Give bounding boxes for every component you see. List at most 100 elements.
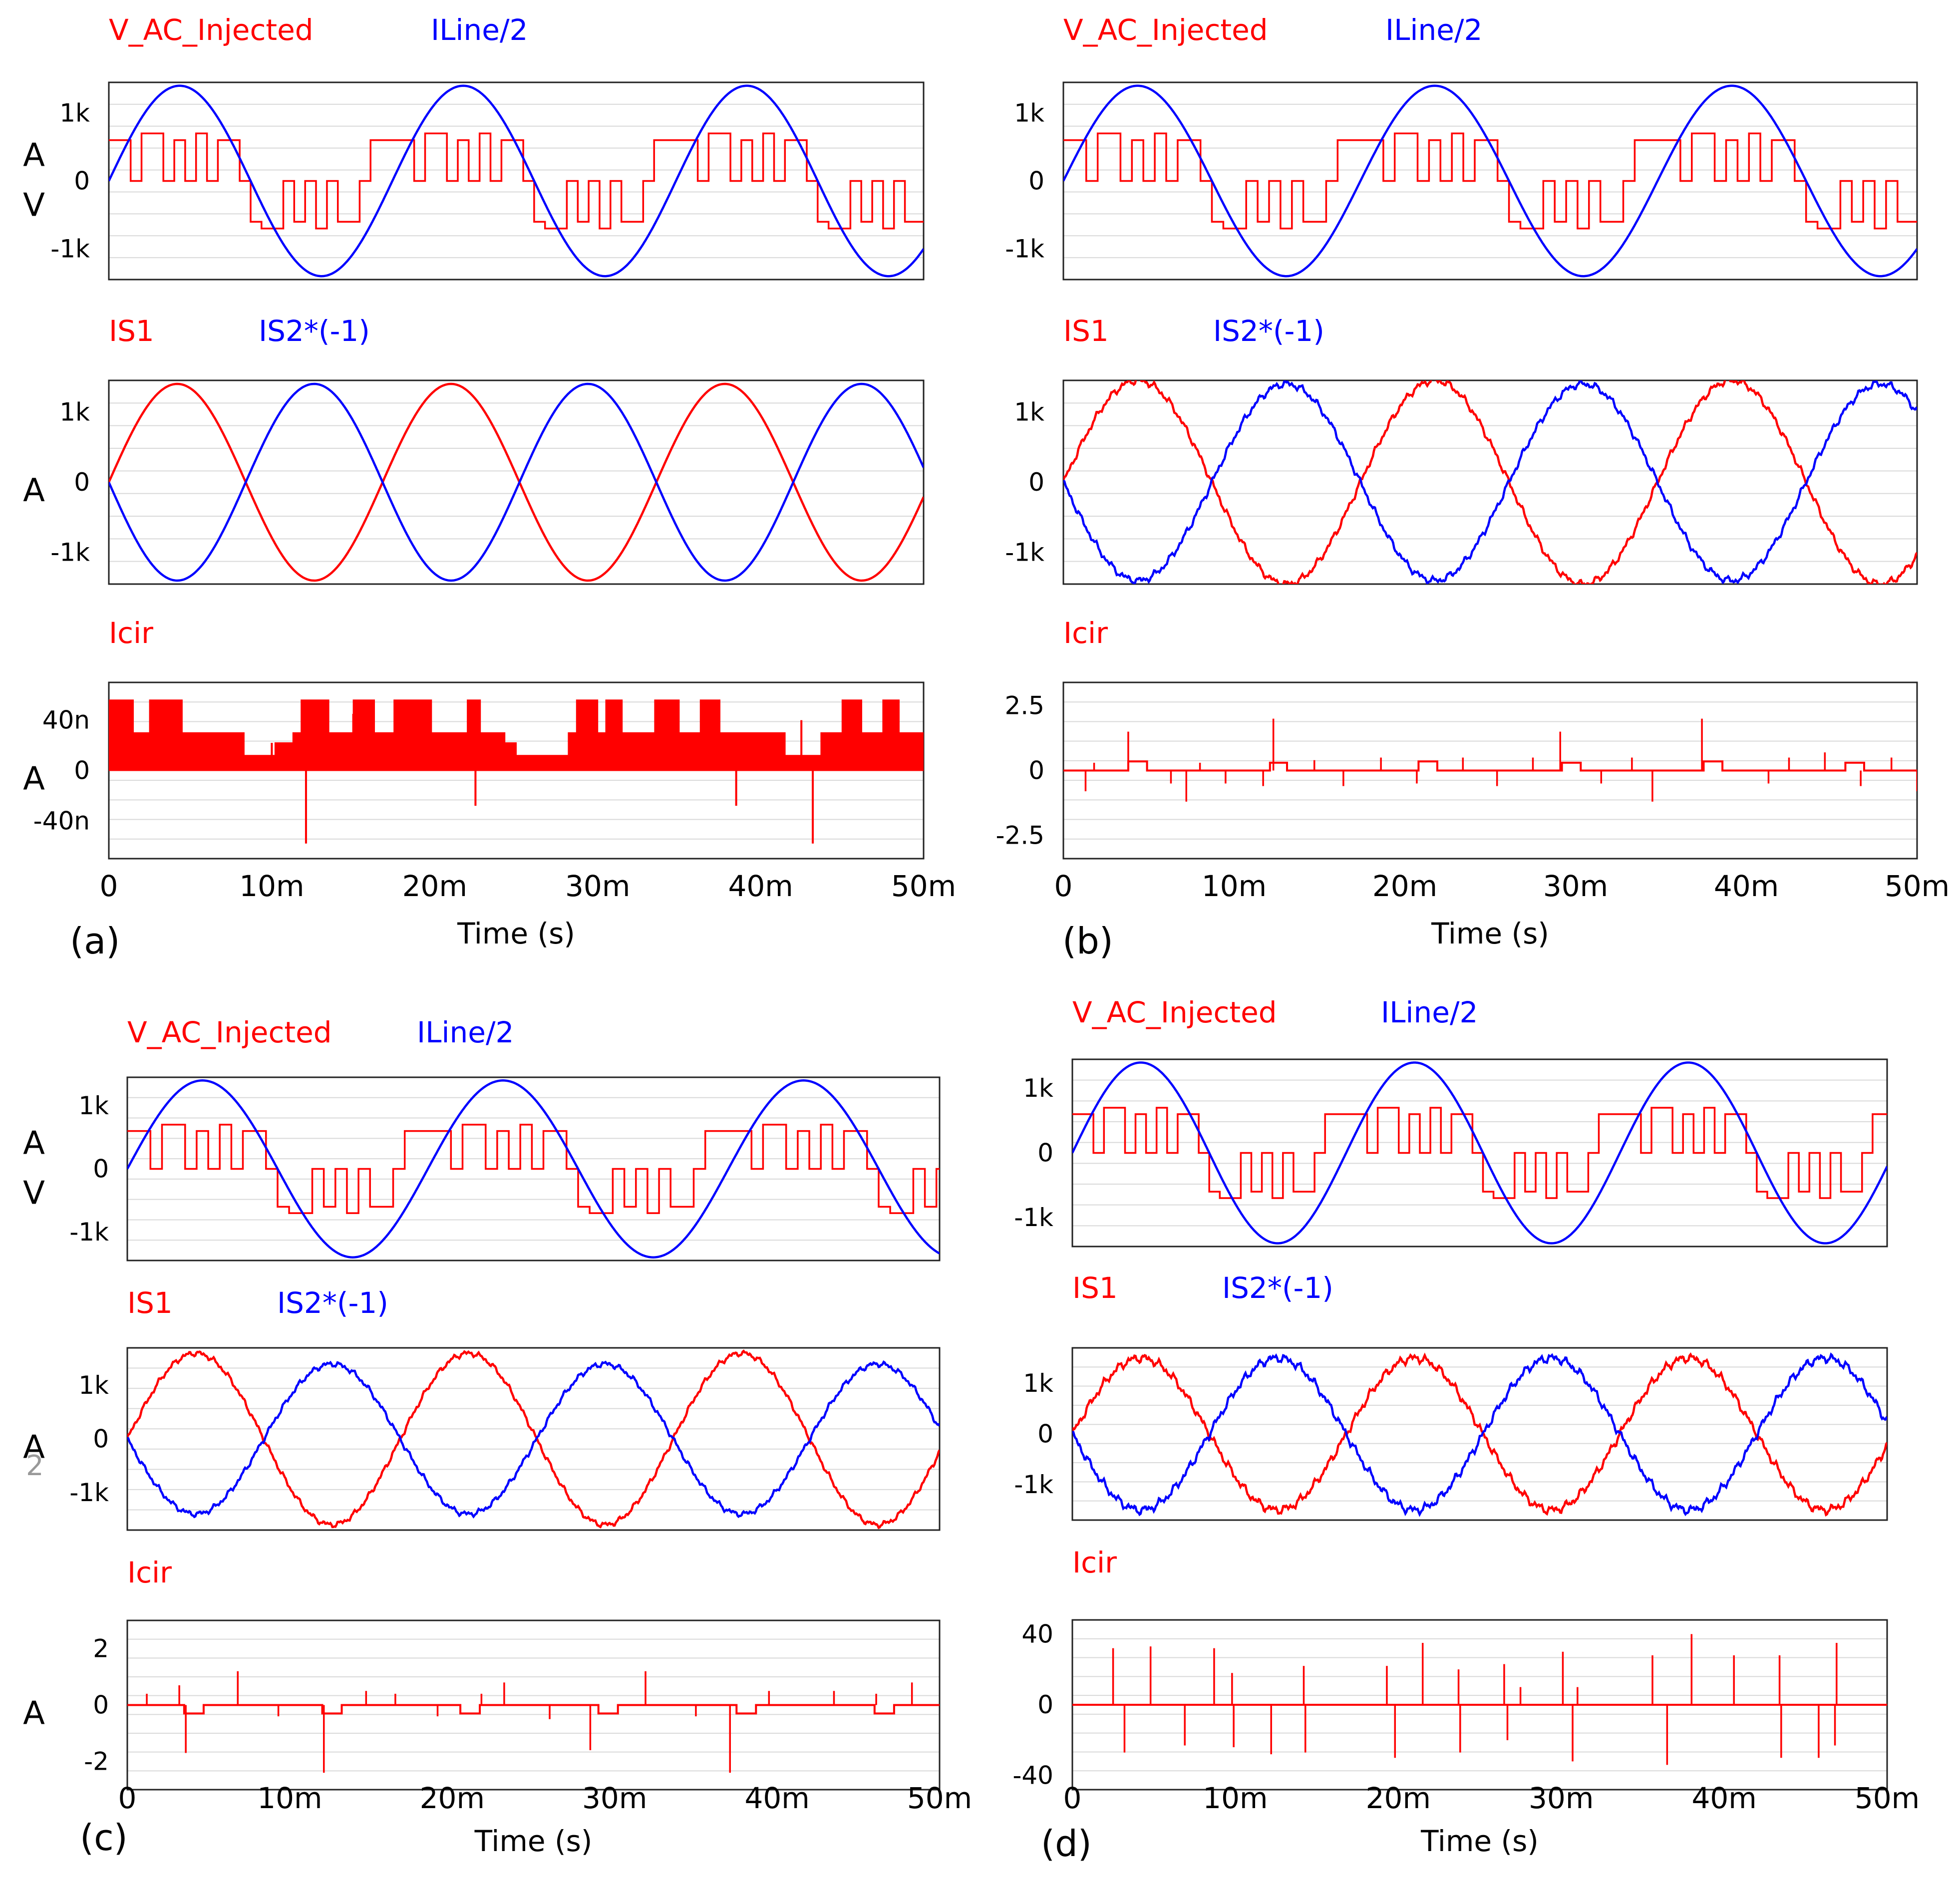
y-tick-label: 0: [1037, 1690, 1053, 1719]
legend-label: V_AC_Injected: [1072, 995, 1277, 1029]
y-tick-label: -40: [1012, 1761, 1053, 1790]
legend-label: V_AC_Injected: [127, 1015, 332, 1049]
series-iline-2: [1063, 84, 1917, 278]
legend-label: Icir: [1072, 1546, 1117, 1579]
series-is1: [1063, 380, 1917, 584]
y-tick-label: 0: [1028, 167, 1044, 196]
legend-label: IS1: [127, 1286, 173, 1320]
x-tick-label: 0: [100, 869, 118, 903]
y-tick-label: 1k: [1023, 1074, 1053, 1103]
x-tick-label: 10m: [1202, 869, 1267, 903]
legend-label: V_AC_Injected: [1063, 13, 1268, 47]
subfigure-label: (d): [1041, 1823, 1092, 1865]
x-axis-label: Time (s): [1420, 1824, 1539, 1858]
plot-frame-a-1: [108, 81, 925, 281]
x-tick-label: 40m: [1691, 1781, 1756, 1815]
y-tick-label: -1k: [50, 235, 90, 264]
y-tick-label: -2.5: [995, 821, 1044, 850]
subfigure-label: (b): [1062, 920, 1113, 962]
legend-label: IS2*(-1): [1222, 1271, 1333, 1305]
y-tick-label: 0: [93, 1425, 109, 1454]
x-tick-label: 10m: [1203, 1781, 1268, 1815]
y-axis-label: V: [23, 1175, 45, 1212]
series-v-ac-injected: [1063, 132, 1917, 230]
y-tick-label: 1k: [1014, 98, 1044, 127]
y-axis-label: A: [23, 1125, 45, 1162]
series-icir: [127, 1704, 940, 1715]
y-axis-label: A: [23, 761, 45, 798]
y-tick-label: 40: [1021, 1619, 1053, 1648]
y-tick-label: 1k: [1014, 397, 1044, 426]
y-tick-label: 0: [93, 1691, 109, 1720]
y-axis-label: A: [23, 1695, 45, 1732]
series-iline-2: [127, 1079, 940, 1258]
series-group: [1072, 1634, 1887, 1765]
legend-label: Icir: [109, 616, 153, 650]
series-group: [127, 1671, 940, 1773]
x-tick-label: 20m: [420, 1781, 485, 1815]
y-tick-label: -1k: [1005, 235, 1044, 264]
legend-label: IS2*(-1): [1213, 314, 1324, 348]
y-tick-label: 1k: [78, 1371, 109, 1400]
y-tick-label: 0: [1028, 756, 1044, 785]
plot-frame-d-2: [1071, 1347, 1888, 1521]
series-group: [109, 84, 924, 278]
x-tick-label: 20m: [1366, 1781, 1431, 1815]
legend-label: IS2*(-1): [259, 314, 370, 348]
y-tick-label: 1k: [1023, 1369, 1053, 1398]
x-tick-label: 10m: [257, 1781, 322, 1815]
series-v-ac-injected: [1072, 1107, 1887, 1199]
legend-label: V_AC_Injected: [109, 13, 314, 47]
legend-label: IS1: [109, 314, 154, 348]
y-tick-label: 1k: [78, 1091, 109, 1120]
x-tick-label: 20m: [1372, 869, 1437, 903]
series-icir: [109, 699, 924, 771]
legend-label: Icir: [127, 1556, 172, 1589]
legend-label: ILine/2: [431, 13, 528, 47]
y-tick-label: -1k: [50, 538, 90, 567]
series-is2-1-: [1072, 1352, 1887, 1517]
y-axis-label: A: [23, 137, 45, 174]
x-tick-label: 40m: [1714, 869, 1779, 903]
series-is2-1-: [109, 382, 924, 582]
y-tick-label: 0: [1037, 1420, 1053, 1449]
x-tick-label: 0: [1063, 1781, 1082, 1815]
x-tick-label: 50m: [1885, 869, 1950, 903]
x-tick-label: 20m: [402, 869, 467, 903]
series-group: [1072, 1061, 1887, 1245]
y-tick-label: 0: [74, 756, 90, 785]
x-axis-label: Time (s): [457, 917, 575, 950]
series-group: [1072, 1352, 1887, 1517]
plot-frame-a-2: [108, 379, 925, 585]
legend-label: ILine/2: [417, 1015, 514, 1049]
series-v-ac-injected: [109, 132, 924, 230]
subfigure-label: (a): [70, 920, 120, 962]
y-tick-label: 0: [1037, 1139, 1053, 1168]
legend-label: Icir: [1063, 616, 1108, 650]
x-axis-label: Time (s): [1431, 917, 1549, 950]
y-axis-label: V: [23, 187, 45, 224]
x-tick-label: 50m: [1855, 1781, 1920, 1815]
y-axis-label: A: [23, 1429, 45, 1466]
x-tick-label: 0: [118, 1781, 137, 1815]
series-group: [109, 699, 924, 844]
subfigure-label: (c): [80, 1817, 128, 1859]
y-tick-label: 0: [93, 1155, 109, 1184]
legend-label: ILine/2: [1381, 995, 1478, 1029]
y-tick-label: 0: [74, 167, 90, 196]
y-tick-label: 0: [1028, 468, 1044, 497]
series-is1: [1072, 1352, 1887, 1517]
series-v-ac-injected: [127, 1124, 940, 1214]
x-tick-label: 50m: [891, 869, 956, 903]
y-tick-label: 2.5: [1004, 691, 1044, 720]
y-tick-label: 1k: [59, 397, 90, 426]
x-tick-label: 40m: [728, 869, 793, 903]
y-tick-label: 40n: [42, 706, 90, 735]
x-tick-label: 0: [1054, 869, 1073, 903]
series-is1: [127, 1349, 940, 1530]
series-is2-1-: [127, 1360, 940, 1519]
stray-mark: 2: [26, 1450, 44, 1482]
plot-frame-b-1: [1062, 81, 1918, 281]
y-tick-label: -40n: [33, 806, 90, 835]
